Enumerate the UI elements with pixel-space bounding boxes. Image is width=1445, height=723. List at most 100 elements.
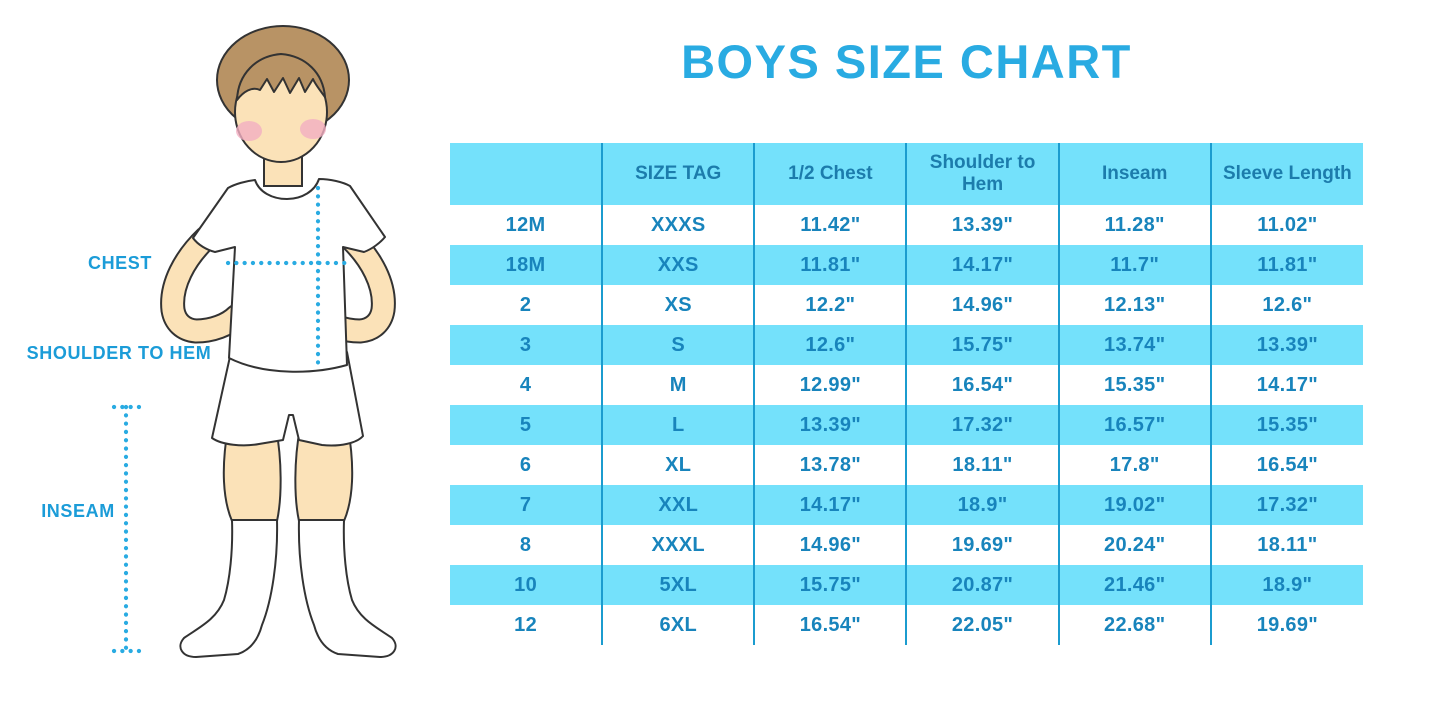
size-cell: 5 [450,405,603,445]
measurement-cell: 6XL [601,605,755,645]
table-row: 10 5XL 15.75" 20.87" 21.46" 18.9" [450,565,1363,605]
measurement-cell: 13.39" [753,405,907,445]
header-blank [450,143,603,205]
boy-hair-fringe [236,53,326,101]
chest-label: CHEST [88,253,152,273]
measurement-cell: 20.24" [1057,525,1211,565]
table-row: 5 L 13.39" 17.32" 16.57" 15.35" [450,405,1363,445]
measurement-cell: 5XL [601,565,755,605]
table-row: 8 XXXL 14.96" 19.69" 20.24" 18.11" [450,525,1363,565]
measurement-cell: 20.87" [905,565,1059,605]
size-cell: 12M [505,213,546,236]
measurement-cell: 19.02" [1057,485,1211,525]
measurement-cell: 17.8" [1057,445,1211,485]
measurement-cell: 16.54" [905,365,1059,405]
measurement-cell: 22.05" [905,605,1059,645]
table-row: 2 XS 12.2" 14.96" 12.13" 12.6" [450,285,1363,325]
measurement-cell: 18.9" [1209,565,1363,605]
boy-right-cheek [300,119,326,139]
header-inseam: Inseam [1057,143,1211,205]
measurement-cell: M [601,365,755,405]
measurement-cell: 11.42" [753,205,907,245]
measurement-cell: 14.96" [753,525,907,565]
size-cell: 2 [519,293,532,316]
boy-left-arm-fill [162,227,248,342]
boy-right-sock [297,519,397,658]
size-cell: 12 [514,613,537,636]
page-title: BOYS SIZE CHART [681,35,1132,88]
measurement-cell: 13.74" [1057,325,1211,365]
measurement-cell: 22.68" [1057,605,1211,645]
measurement-cell: 12.6" [1209,285,1363,325]
measurement-cell: 16.54" [753,605,907,645]
measurement-cell: XS [601,285,755,325]
size-cell: 18M [450,245,603,285]
boy-illustration: CHEST SHOULDER TO HEM INSEAM [27,25,397,658]
boy-tshirt [192,178,386,373]
measurement-cell: XL [601,445,755,485]
measurement-cell: 16.54" [1209,445,1363,485]
size-cell: 10 [450,565,603,605]
table-row: 18M XXS 11.81" 14.17" 11.7" 11.81" [450,245,1363,285]
size-chart-table: SIZE TAG 1/2 Chest Shoulder to Hem Insea… [450,143,1363,645]
table-row: 12 6XL 16.54" 22.05" 22.68" 19.69" [450,605,1363,645]
measurement-cell: 11.81" [1209,245,1363,285]
measurement-cell: 12.6" [753,325,907,365]
measurement-cell: 11.28" [1057,205,1211,245]
measurement-cell: XXL [601,485,755,525]
measurement-cell: 11.7" [1057,245,1211,285]
header-sleeve-length: Sleeve Length [1209,143,1363,205]
measurement-cell: 15.75" [905,325,1059,365]
inseam-label: INSEAM [41,501,115,521]
header-row: SIZE TAG 1/2 Chest Shoulder to Hem Insea… [450,143,1363,205]
measurement-cell: 13.78" [753,445,907,485]
measurement-cell: 17.32" [1209,485,1363,525]
measurement-cell: 19.69" [905,525,1059,565]
size-table-header: SIZE TAG 1/2 Chest Shoulder to Hem Insea… [450,143,1363,205]
measurement-cell: 17.32" [905,405,1059,445]
measurement-cell: 14.17" [905,245,1059,285]
boy-left-cheek [236,121,262,141]
measurement-cell: 18.11" [1209,525,1363,565]
boy-measurement-figure: CHEST SHOULDER TO HEM INSEAM [0,0,450,723]
measurement-cell: S [601,325,755,365]
table-row: 7 XXL 14.17" 18.9" 19.02" 17.32" [450,485,1363,525]
measurement-cell: 15.35" [1209,405,1363,445]
shoulder-to-hem-label: SHOULDER TO HEM [27,343,212,363]
measurement-cell: 15.35" [1057,365,1211,405]
measurement-cell: 12.13" [1057,285,1211,325]
measurement-cell: 14.96" [905,285,1059,325]
header-half-chest: 1/2 Chest [753,143,907,205]
header-size-tag: SIZE TAG [601,143,755,205]
measurement-cell: 11.81" [753,245,907,285]
table-row: 3 S 12.6" 15.75" 13.74" 13.39" [450,325,1363,365]
measurement-cell: XXXL [601,525,755,565]
measurement-cell: 18.11" [905,445,1059,485]
boy-left-sock [179,519,279,658]
measurement-cell: XXS [601,245,755,285]
size-cell: 7 [450,485,603,525]
measurement-cell: 13.39" [905,205,1059,245]
measurement-cell: 12.99" [753,365,907,405]
measurement-cell: L [601,405,755,445]
measurement-cell: 15.75" [753,565,907,605]
table-row: 6 XL 13.78" 18.11" 17.8" 16.54" [450,445,1363,485]
measurement-cell: XXXS [601,205,755,245]
header-shoulder-to-hem: Shoulder to Hem [905,143,1059,205]
size-cell: 8 [519,533,532,556]
measurement-cell: 11.02" [1209,205,1363,245]
measurement-cell: 14.17" [1209,365,1363,405]
measurement-cell: 19.69" [1209,605,1363,645]
measurement-cell: 14.17" [753,485,907,525]
table-row: 12M XXXS 11.42" 13.39" 11.28" 11.02" [450,205,1363,245]
size-cell: 4 [519,373,532,396]
size-cell: 3 [450,325,603,365]
measurement-cell: 12.2" [753,285,907,325]
measurement-cell: 13.39" [1209,325,1363,365]
measurement-cell: 16.57" [1057,405,1211,445]
table-row: 4 M 12.99" 16.54" 15.35" 14.17" [450,365,1363,405]
size-table-body: 12M XXXS 11.42" 13.39" 11.28" 11.02" 18M XXS 11.… [450,205,1363,645]
size-cell: 6 [519,453,532,476]
measurement-cell: 21.46" [1057,565,1211,605]
